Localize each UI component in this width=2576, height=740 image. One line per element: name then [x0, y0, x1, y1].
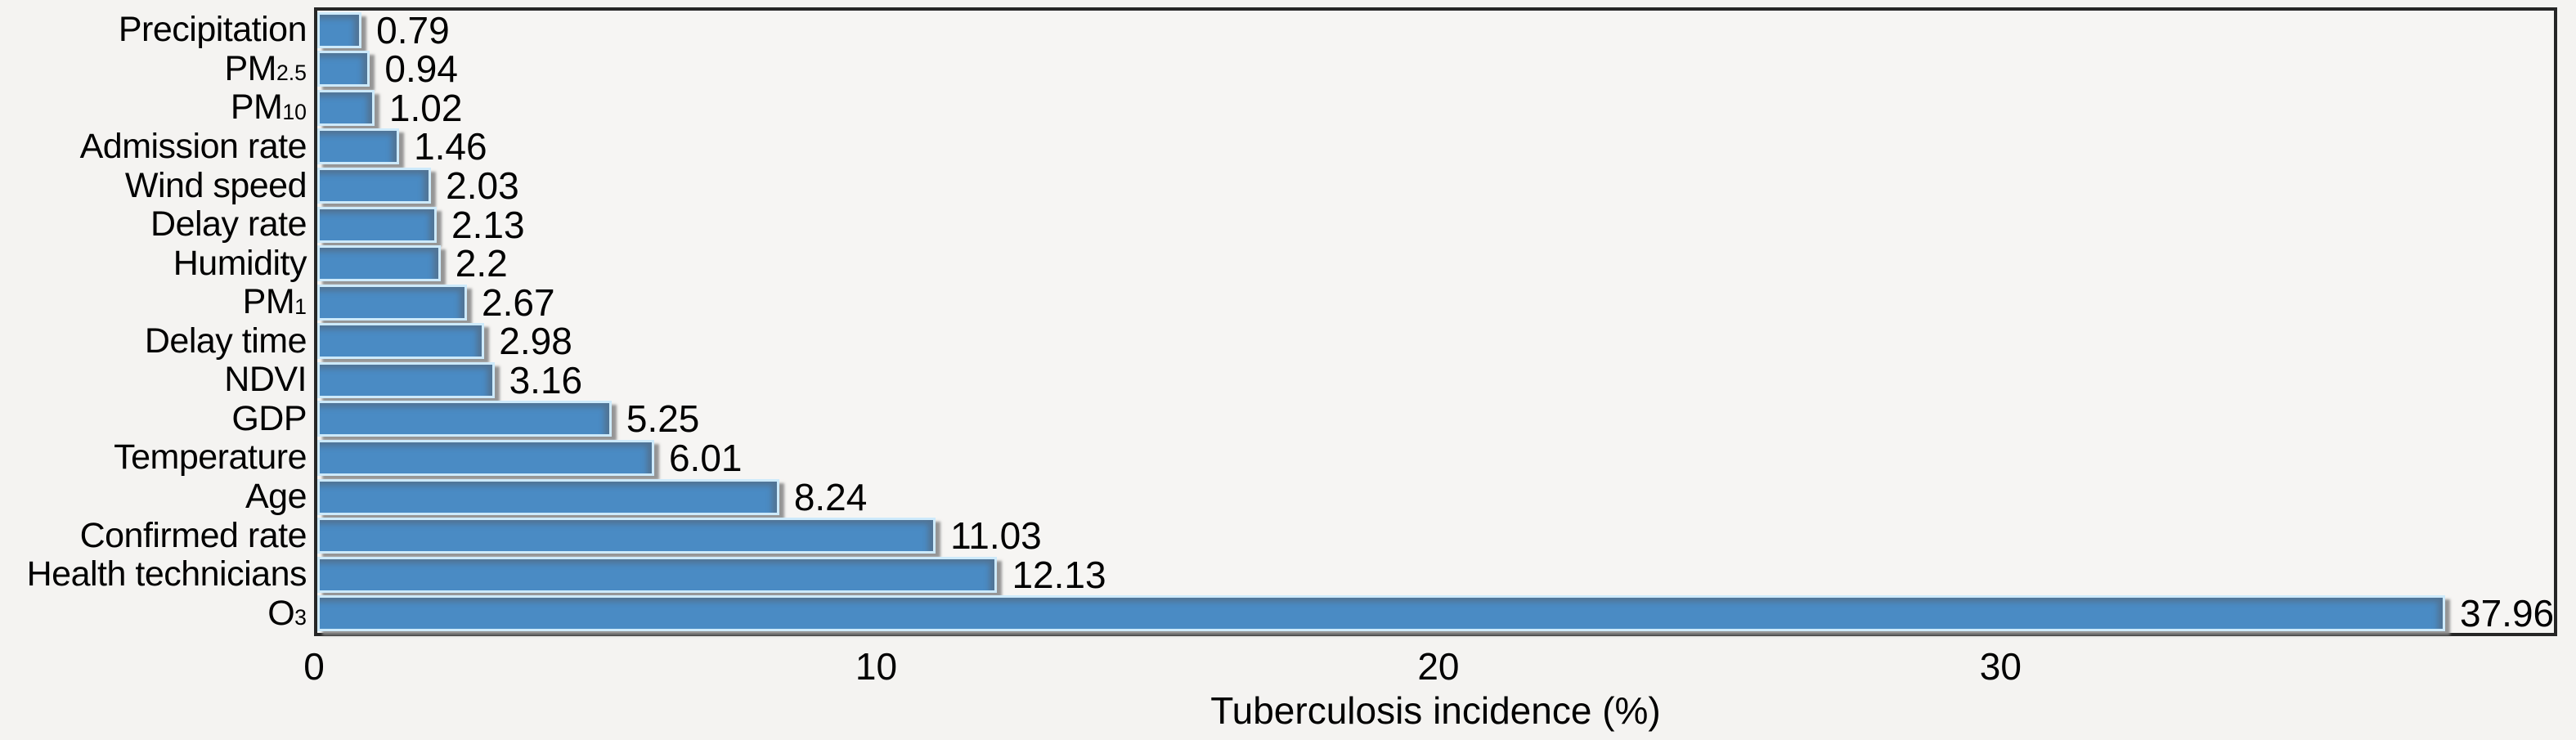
category-label-text: Delay rate: [150, 204, 307, 244]
bar-confirmed-rate: [317, 518, 936, 554]
bar-row: 3.16: [317, 361, 2554, 400]
category-label-pm10: PM 10: [230, 87, 307, 128]
bar-temperature: [317, 439, 654, 476]
bar-value-label: 2.67: [482, 280, 555, 324]
bar-row: 2.67: [317, 283, 2554, 322]
x-tick-label-0: 0: [303, 645, 325, 688]
category-label-text: Humidity: [173, 243, 307, 283]
bar-row: 6.01: [317, 438, 2554, 478]
category-label-text: O: [267, 593, 295, 633]
category-label-confirmed-rate: Confirmed rate: [80, 516, 307, 555]
category-label-text: NDVI: [224, 360, 307, 400]
bar-pm1: [317, 284, 468, 321]
x-tick-label-10: 10: [855, 645, 898, 688]
category-label-text: Delay time: [144, 321, 307, 361]
bar-row: 0.79: [317, 11, 2554, 50]
bar-value-label: 2.03: [446, 164, 519, 208]
x-axis-title: Tuberculosis incidence (%): [1210, 689, 1661, 732]
bar-wind-speed: [317, 168, 432, 204]
category-label-gdp: GDP: [231, 400, 307, 439]
bar-admission-rate: [317, 128, 400, 165]
category-label-humidity: Humidity: [173, 244, 307, 283]
category-label-text: PM: [224, 48, 276, 88]
x-axis-tick-labels: 0 10 20 30: [303, 644, 2557, 690]
plot-area: Precipitation PM 2.5 PM 10 Admission rate Wind…: [27, 7, 2557, 636]
bar-row: 1.02: [317, 88, 2554, 128]
bar-value-label: 2.98: [499, 320, 572, 363]
bar-humidity: [317, 245, 441, 282]
category-label-pm1: PM 1: [242, 282, 307, 322]
bar-value-label: 11.03: [950, 514, 1042, 558]
bar-value-label: 8.24: [793, 475, 868, 518]
bar-delay-time: [317, 323, 485, 360]
bar-row: 2.13: [317, 205, 2554, 244]
bar-value-label: 1.02: [388, 86, 463, 129]
bar-value-label: 0.79: [376, 8, 450, 52]
category-label-text: Precipitation: [118, 10, 307, 50]
bar-value-label: 5.25: [626, 397, 700, 441]
bar-value-label: 12.13: [1012, 553, 1106, 596]
category-label-text: PM: [230, 87, 283, 128]
bar-ndvi: [317, 361, 495, 398]
category-label-text: Age: [245, 477, 307, 517]
bar-value-label: 1.46: [414, 125, 487, 168]
bar-value-label: 2.2: [455, 242, 508, 285]
category-label-health-technicians: Health technicians: [27, 555, 307, 594]
bar-value-label: 37.96: [2460, 592, 2555, 635]
bar-o3: [317, 595, 2446, 632]
bars-container: 0.79 0.94 1.02 1.46 2.03 2.13 2.2 2.67 2.98 3.16 5…: [317, 11, 2554, 633]
bar-row: 1.46: [317, 128, 2554, 167]
category-label-text: Admission rate: [79, 126, 307, 166]
bar-precipitation: [317, 11, 362, 48]
bar-pm2-5: [317, 51, 370, 87]
bar-value-label: 6.01: [668, 436, 743, 479]
bar-row: 37.96: [317, 594, 2554, 633]
bar-row: 5.25: [317, 400, 2554, 439]
bar-row: 2.2: [317, 244, 2554, 283]
bar-gdp: [317, 401, 612, 437]
category-label-text: PM: [242, 282, 295, 322]
bar-row: 12.13: [317, 555, 2554, 594]
bar-row: 0.94: [317, 50, 2554, 89]
category-label-ndvi: NDVI: [224, 361, 307, 400]
category-label-wind-speed: Wind speed: [125, 166, 307, 205]
category-label-text: Health technicians: [26, 554, 307, 594]
bar-value-label: 2.13: [451, 203, 525, 246]
category-label-temperature: Temperature: [114, 438, 307, 478]
bar-value-label: 0.94: [384, 47, 458, 91]
category-label-text: Confirmed rate: [79, 515, 307, 555]
category-label-text: GDP: [231, 398, 307, 438]
bar-pm10: [317, 89, 375, 126]
x-tick-label-30: 30: [1979, 645, 2022, 688]
x-tick-label-20: 20: [1417, 645, 1460, 688]
bar-value-label: 3.16: [509, 358, 583, 401]
bar-delay-rate: [317, 206, 437, 243]
bar-health-technicians: [317, 556, 998, 593]
category-label-delay-time: Delay time: [145, 322, 307, 361]
bar-row: 2.98: [317, 322, 2554, 361]
bar-row: 8.24: [317, 478, 2554, 517]
category-label-pm2-5: PM 2.5: [224, 48, 307, 88]
category-label-text: Wind speed: [124, 165, 307, 205]
category-label-age: Age: [245, 478, 307, 517]
bar-age: [317, 478, 779, 515]
y-axis-labels: Precipitation PM 2.5 PM 10 Admission rate Wind…: [27, 11, 307, 633]
bar-row: 11.03: [317, 516, 2554, 555]
bar-row: 2.03: [317, 166, 2554, 205]
category-label-text: Temperature: [114, 437, 307, 478]
category-label-delay-rate: Delay rate: [150, 205, 307, 244]
category-label-admission-rate: Admission rate: [80, 128, 307, 167]
category-label-precipitation: Precipitation: [119, 11, 307, 50]
